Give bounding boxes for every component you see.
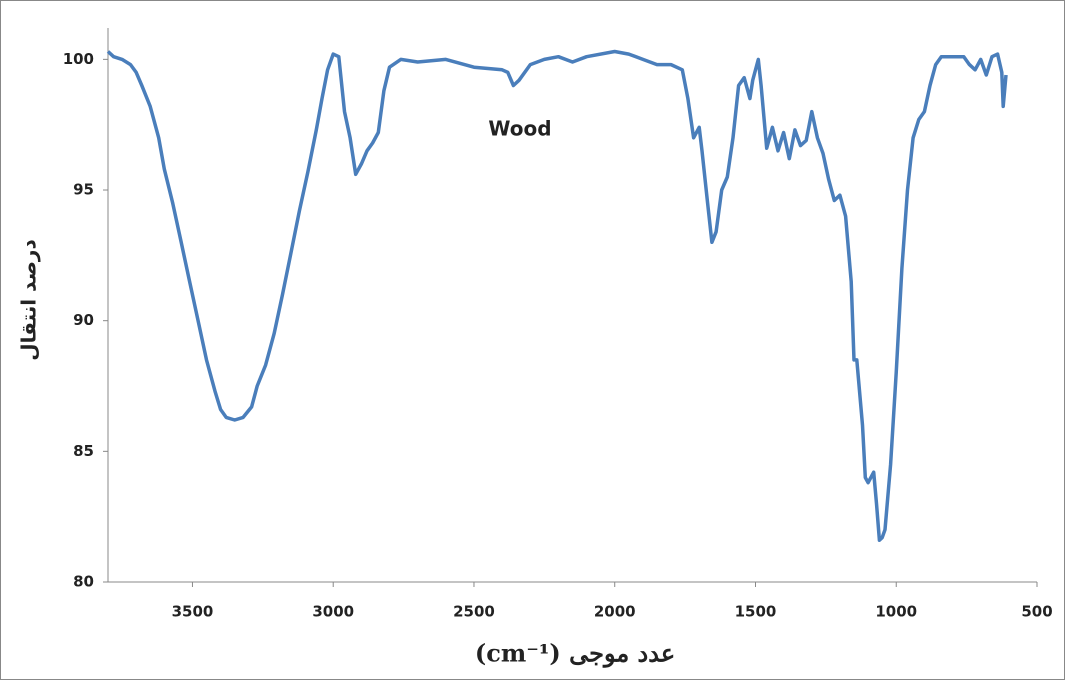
data-line	[106, 49, 1008, 542]
y-axis-label: درصد انتقال	[17, 239, 41, 360]
y-tick-label: 100	[63, 50, 94, 68]
y-tick-label: 85	[73, 442, 94, 460]
x-tick-label: 500	[1021, 603, 1052, 621]
x-tick-label: 3000	[312, 603, 354, 621]
y-tick-label: 95	[73, 181, 94, 199]
y-tick-label: 80	[73, 573, 94, 591]
y-tick-label: 90	[73, 311, 94, 329]
x-tick-label: 2000	[594, 603, 636, 621]
x-tick-label: 3500	[172, 603, 214, 621]
x-tick-label: 2500	[453, 603, 495, 621]
annotation: Wood	[488, 117, 551, 141]
x-axis-label: عدد موجی (cm⁻¹)	[475, 639, 675, 669]
x-tick-label: 1500	[735, 603, 777, 621]
x-tick-label: 1000	[875, 603, 917, 621]
